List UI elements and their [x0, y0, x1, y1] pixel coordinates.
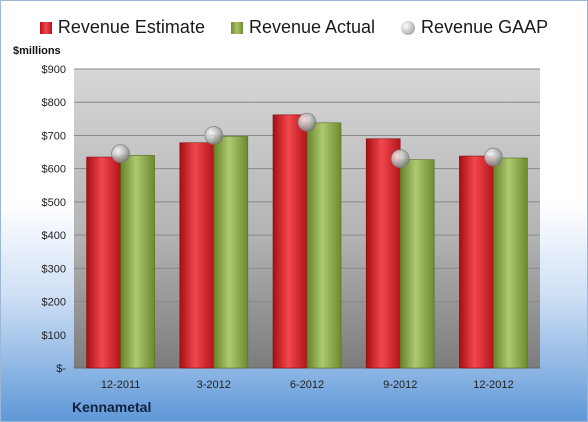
x-tick-label: 12-2012	[473, 379, 513, 391]
y-tick-label: $600	[42, 164, 66, 176]
legend-label-gaap: Revenue GAAP	[421, 17, 549, 37]
y-tick-label: $300	[42, 263, 66, 275]
y-tick-label: $-	[56, 363, 66, 375]
marker-revenue-gaap	[297, 112, 317, 132]
x-tick-label: 9-2012	[383, 379, 417, 391]
x-tick-label: 12-2011	[101, 379, 141, 391]
x-axis-ticks: 12-2011 3-2012 6-2012 9-2012 12-2012	[101, 379, 514, 391]
y-tick-label: $200	[42, 297, 66, 309]
bar-revenue-estimate	[459, 155, 494, 369]
x-tick-label: 6-2012	[290, 379, 324, 391]
legend-swatch-estimate	[39, 21, 52, 34]
y-axis-ticks: $- $100 $200 $300 $400 $500 $600 $700 $800 $900	[42, 64, 67, 375]
y-tick-label: $900	[42, 64, 66, 76]
legend-swatch-actual	[230, 21, 243, 34]
bar-revenue-actual	[493, 157, 528, 369]
bar-revenue-actual	[306, 122, 342, 369]
y-axis-unit-label: $millions	[13, 45, 61, 57]
marker-revenue-gaap	[204, 126, 224, 145]
bar-revenue-estimate	[86, 156, 121, 369]
y-tick-label: $400	[42, 230, 66, 242]
company-name: Kennametal	[72, 399, 152, 415]
legend-item-estimate: Revenue Estimate	[39, 17, 205, 38]
bar-revenue-actual	[120, 155, 155, 369]
bar-revenue-estimate	[365, 138, 401, 369]
bar-revenue-actual	[399, 159, 435, 369]
marker-revenue-gaap	[484, 147, 503, 167]
y-tick-label: $100	[42, 330, 66, 342]
bar-revenue-actual	[213, 136, 249, 369]
legend-label-estimate: Revenue Estimate	[57, 17, 205, 37]
marker-revenue-gaap	[390, 149, 410, 168]
marker-revenue-gaap	[111, 144, 130, 164]
bars	[86, 114, 528, 369]
bar-revenue-estimate	[272, 114, 308, 369]
legend-item-gaap: Revenue GAAP	[401, 17, 548, 38]
x-tick-label: 3-2012	[197, 379, 231, 391]
bar-revenue-estimate	[179, 142, 215, 369]
legend: Revenue Estimate Revenue Actual Revenue …	[1, 17, 587, 38]
gaap-markers	[111, 112, 503, 168]
y-tick-label: $800	[42, 97, 66, 109]
legend-item-actual: Revenue Actual	[230, 17, 376, 38]
legend-label-actual: Revenue Actual	[248, 17, 376, 37]
legend-swatch-gaap	[401, 20, 416, 35]
y-tick-label: $500	[42, 197, 66, 209]
y-tick-label: $700	[42, 130, 66, 142]
